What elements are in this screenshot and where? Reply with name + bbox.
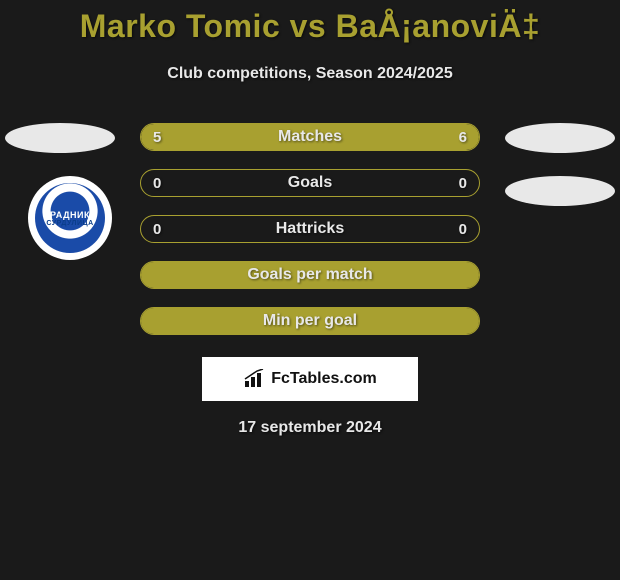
stat-bar-goals: 0 Goals 0 bbox=[140, 169, 480, 197]
bar-value-right: 0 bbox=[459, 175, 467, 192]
stats-area: РАДНИК СУРДУЛИЦА 5 Matches 6 0 Goals 0 0… bbox=[0, 123, 620, 335]
bar-value-left: 0 bbox=[153, 221, 161, 238]
badge-line1: РАДНИК bbox=[50, 210, 90, 220]
bar-value-right: 0 bbox=[459, 221, 467, 238]
bar-label: Min per goal bbox=[263, 312, 357, 330]
bar-value-right: 6 bbox=[459, 129, 467, 146]
stat-bar-gpm: Goals per match bbox=[140, 261, 480, 289]
stat-bar-hattricks: 0 Hattricks 0 bbox=[140, 215, 480, 243]
player-right-oval-2 bbox=[505, 176, 615, 206]
stat-bar-matches: 5 Matches 6 bbox=[140, 123, 480, 151]
stat-bar-mpg: Min per goal bbox=[140, 307, 480, 335]
player-right-oval bbox=[505, 123, 615, 153]
subtitle: Club competitions, Season 2024/2025 bbox=[0, 65, 620, 83]
bar-label: Goals per match bbox=[247, 266, 372, 284]
club-badge: РАДНИК СУРДУЛИЦА bbox=[28, 176, 112, 260]
bar-label: Matches bbox=[278, 128, 342, 146]
club-badge-inner: РАДНИК СУРДУЛИЦА bbox=[35, 183, 105, 253]
logo-text: FcTables.com bbox=[271, 370, 377, 388]
stat-bars: 5 Matches 6 0 Goals 0 0 Hattricks 0 Goal… bbox=[140, 123, 480, 335]
bar-fill-left bbox=[141, 124, 293, 150]
bar-label: Hattricks bbox=[276, 220, 344, 238]
badge-line2: СУРДУЛИЦА bbox=[46, 220, 93, 227]
page-title: Marko Tomic vs BaÅ¡anoviÄ‡ bbox=[0, 0, 620, 45]
source-logo[interactable]: FcTables.com bbox=[202, 357, 418, 401]
bars-icon bbox=[243, 369, 267, 389]
date-label: 17 september 2024 bbox=[0, 419, 620, 437]
player-left-oval bbox=[5, 123, 115, 153]
bar-value-left: 5 bbox=[153, 129, 161, 146]
bar-label: Goals bbox=[288, 174, 332, 192]
bar-value-left: 0 bbox=[153, 175, 161, 192]
